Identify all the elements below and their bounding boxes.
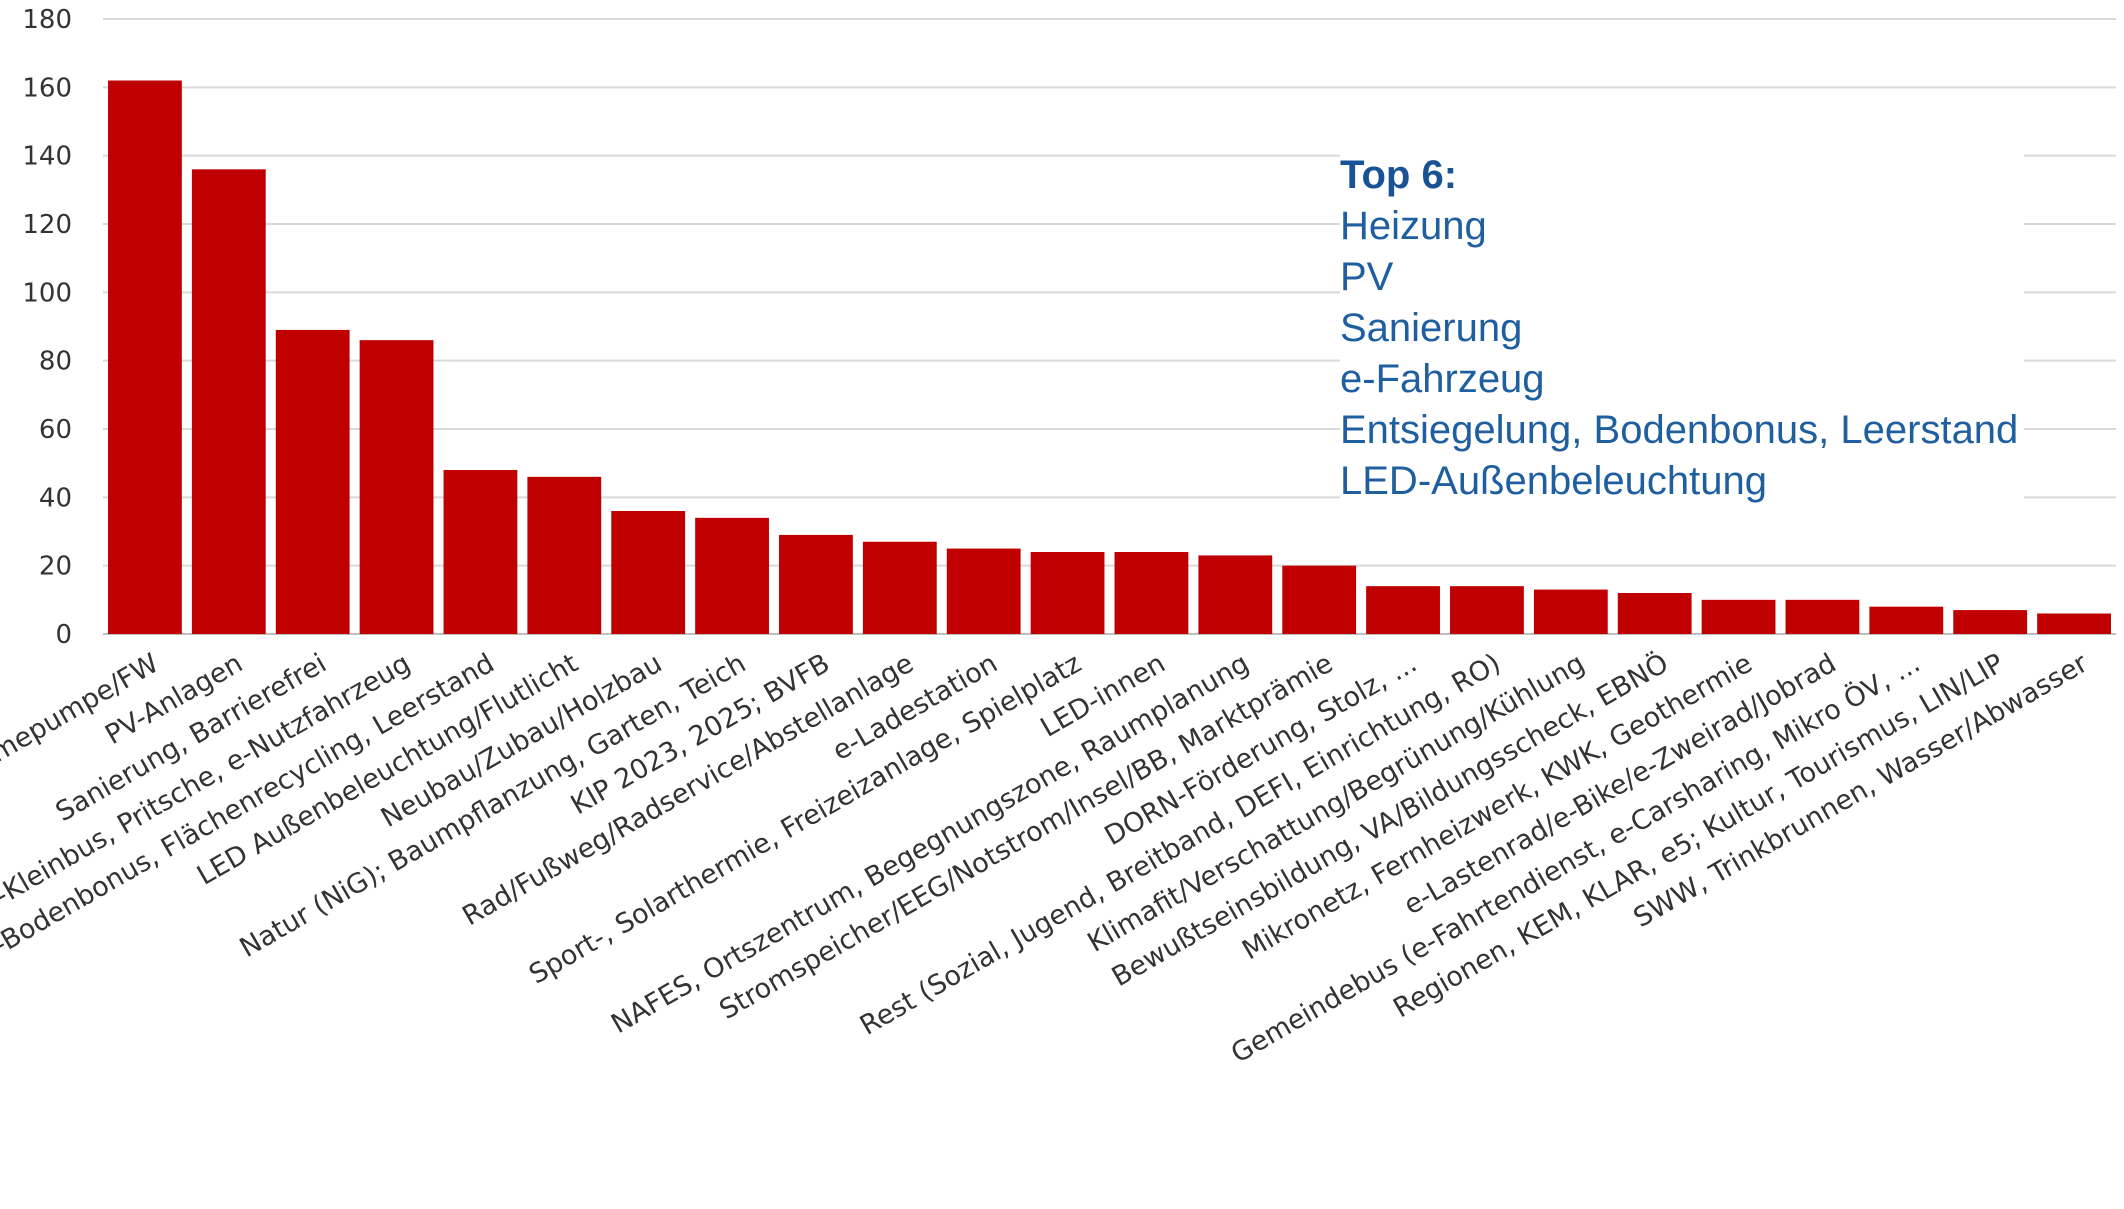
bar [1869, 606, 1944, 634]
y-tick-label: 60 [39, 415, 72, 445]
top-six-annotation: Top 6: Heizung PV Sanierung e-Fahrzeug E… [1340, 150, 2025, 507]
bar [1114, 552, 1189, 634]
bar [1785, 599, 1860, 634]
bar [275, 329, 350, 634]
bars [108, 80, 2111, 635]
bar [779, 534, 853, 634]
bar [359, 340, 434, 634]
annotation-line: Entsiegelung, Bodenbonus, Leerstand [1340, 408, 2019, 452]
x-axis-ticks: Heizung/Wärmepumpe/FWPV-AnlagenSanierung… [0, 647, 2094, 1070]
bar [191, 169, 266, 635]
annotation-line: PV [1340, 255, 1394, 299]
annotation-line: Heizung [1340, 204, 1487, 248]
bar [108, 80, 182, 634]
annotation-line: LED-Außenbeleuchtung [1340, 459, 1767, 503]
y-tick-label: 0 [55, 620, 72, 650]
gridlines [103, 18, 2116, 635]
y-tick-label: 140 [22, 142, 72, 172]
bar [862, 541, 937, 634]
bar [1366, 586, 1440, 634]
annotation-title: Top 6: [1340, 153, 1458, 197]
bar [695, 517, 769, 634]
bar [1617, 593, 1692, 634]
y-tick-label: 120 [22, 210, 72, 240]
annotation-line: Sanierung [1340, 306, 1523, 350]
y-axis-ticks: 0 20 40 60 80 100 120 140 160 180 [22, 5, 72, 650]
bar [1953, 610, 2028, 634]
bar [2037, 613, 2111, 634]
y-tick-label: 180 [22, 5, 72, 35]
bar [443, 470, 518, 634]
y-tick-label: 40 [39, 483, 72, 513]
y-tick-label: 160 [22, 73, 72, 103]
bar [611, 511, 686, 634]
y-tick-label: 20 [39, 552, 72, 582]
bar [1282, 565, 1357, 634]
bar [1030, 552, 1105, 634]
y-tick-label: 100 [22, 278, 72, 308]
bar [527, 476, 602, 634]
bar [1198, 555, 1273, 634]
y-tick-label: 80 [39, 347, 72, 377]
bar [1450, 586, 1524, 634]
bar [1701, 599, 1776, 634]
bar [946, 548, 1021, 634]
bar [1533, 589, 1608, 634]
annotation-line: e-Fahrzeug [1340, 357, 1545, 401]
